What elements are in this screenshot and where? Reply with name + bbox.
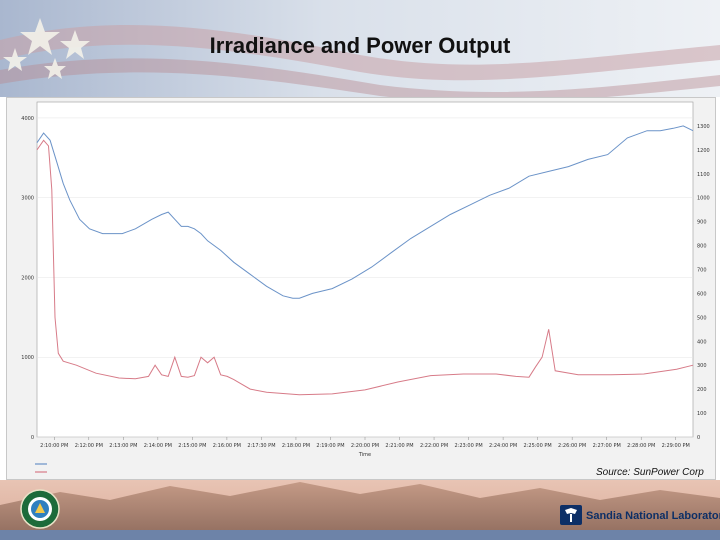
- x-tick-label: 2:27:00 PM: [593, 443, 621, 449]
- x-tick-label: 2:14:00 PM: [144, 443, 172, 449]
- left-tick-label: 4000: [21, 116, 34, 122]
- slide-title: Irradiance and Power Output: [209, 33, 511, 58]
- right-tick-label: 400: [697, 339, 707, 345]
- x-tick-label: 2:17:30 PM: [247, 443, 275, 449]
- x-axis: 2:10:00 PM 2:12:00 PM 2:13:00 PM 2:14:00 PM…: [40, 437, 690, 449]
- x-tick-label: 2:13:00 PM: [109, 443, 137, 449]
- left-tick-label: 1000: [21, 355, 34, 361]
- right-tick-label: 200: [697, 387, 707, 393]
- x-tick-label: 2:20:00 PM: [351, 443, 379, 449]
- x-axis-title: Time: [358, 452, 371, 458]
- right-tick-label: 0: [697, 435, 700, 441]
- sandia-thunderbird-icon: [560, 505, 582, 525]
- right-tick-label: 1000: [697, 196, 710, 202]
- right-tick-label: 1300: [697, 124, 710, 130]
- right-tick-label: 800: [697, 244, 707, 250]
- series-line-power: [36, 139, 694, 396]
- legend: [35, 463, 47, 473]
- left-tick-label: 3000: [21, 196, 34, 202]
- irradiance-power-chart: 0 1000 2000 3000 4000 0 100 200 300 400 500 600 700…: [21, 101, 710, 473]
- footer-mountains: [0, 482, 720, 540]
- plot-area: [36, 101, 694, 438]
- right-tick-label: 100: [697, 411, 707, 417]
- right-tick-label: 900: [697, 220, 707, 226]
- source-note: Source: SunPower Corp: [596, 467, 704, 478]
- doe-seal-logo: [20, 489, 60, 529]
- x-tick-label: 2:15:00 PM: [178, 443, 206, 449]
- stars-decoration: [3, 18, 90, 79]
- x-tick-label: 2:29:00 PM: [662, 443, 690, 449]
- x-tick-label: 2:22:00 PM: [420, 443, 448, 449]
- flag-stripe: [0, 24, 720, 81]
- x-tick-label: 2:25:00 PM: [524, 443, 552, 449]
- header-flag-band: [0, 0, 720, 97]
- right-tick-label: 500: [697, 315, 707, 321]
- x-tick-label: 2:28:00 PM: [627, 443, 655, 449]
- x-tick-label: 2:26:00 PM: [558, 443, 586, 449]
- right-tick-label: 1200: [697, 148, 710, 154]
- footer-strip: [0, 530, 720, 540]
- left-axis: 0 1000 2000 3000 4000: [21, 116, 34, 441]
- x-tick-label: 2:16:00 PM: [213, 443, 241, 449]
- flag-stripe: [0, 58, 720, 103]
- right-tick-label: 300: [697, 363, 707, 369]
- x-tick-label: 2:21:00 PM: [385, 443, 413, 449]
- right-tick-label: 700: [697, 268, 707, 274]
- right-axis: 0 100 200 300 400 500 600 700 800 900 1000 1100 1200…: [697, 124, 710, 441]
- x-tick-label: 2:12:00 PM: [75, 443, 103, 449]
- left-tick-label: 0: [31, 435, 34, 441]
- x-tick-label: 2:19:00 PM: [316, 443, 344, 449]
- right-tick-label: 1100: [697, 172, 710, 178]
- sandia-logo-text: Sandia National Laboratories: [586, 510, 720, 522]
- x-tick-label: 2:10:00 PM: [40, 443, 68, 449]
- series-line-irradiance: [36, 125, 694, 299]
- x-tick-label: 2:23:00 PM: [454, 443, 482, 449]
- x-tick-label: 2:24:00 PM: [489, 443, 517, 449]
- right-tick-label: 600: [697, 291, 707, 297]
- left-tick-label: 2000: [21, 275, 34, 281]
- x-tick-label: 2:18:00 PM: [282, 443, 310, 449]
- chart-panel: 0 1000 2000 3000 4000 0 100 200 300 400 500 600 700…: [6, 97, 716, 480]
